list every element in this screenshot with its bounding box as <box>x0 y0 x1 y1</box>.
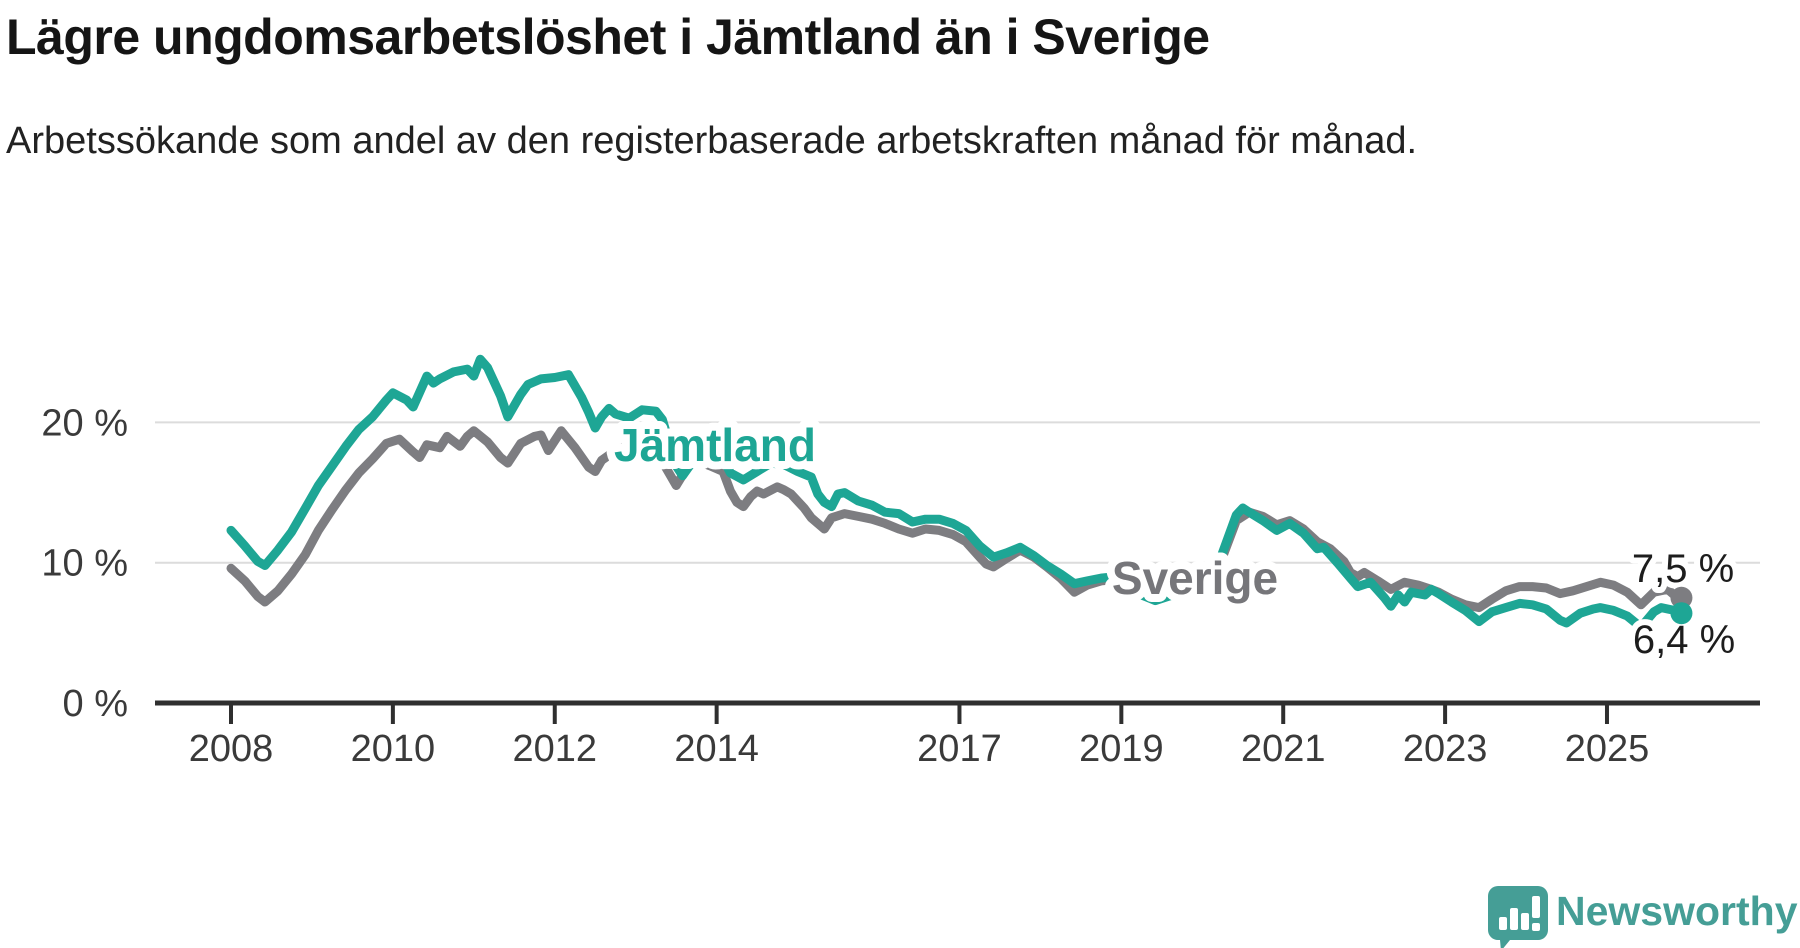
x-tick-label: 2012 <box>512 728 597 770</box>
data-lines <box>226 354 1686 632</box>
end-dot-jämtland <box>1670 602 1693 625</box>
chart-subtitle: Arbetssökande som andel av den registerb… <box>6 120 1418 162</box>
x-tick-label: 2025 <box>1565 728 1650 770</box>
y-tick-label: 20 % <box>41 402 128 444</box>
end-value-jamtland: 6,4 % <box>1633 618 1735 662</box>
x-tick-label: 2021 <box>1241 728 1326 770</box>
x-tick-label: 2023 <box>1403 728 1488 770</box>
page-title: Lägre ungdomsarbetslöshet i Jämtland än … <box>6 9 1210 65</box>
end-dot-sverige <box>1670 586 1693 609</box>
gridlines <box>155 421 1760 564</box>
end-value-sverige: 7,5 % <box>1632 547 1734 591</box>
y-tick-label: 0 % <box>63 683 128 725</box>
series-line-sverige <box>226 426 1686 613</box>
x-tick-label: 2014 <box>674 728 759 770</box>
series-label-jamtland: Jämtland <box>614 419 816 471</box>
x-tick-label: 2019 <box>1079 728 1164 770</box>
series-label-sverige: Sverige <box>1112 552 1278 604</box>
y-tick-label: 10 % <box>41 543 128 585</box>
newsworthy-brand-text: Newsworthy <box>1556 888 1798 934</box>
axes: 2008 2010 2012 2014 2017 2019 2021 2023 2025 0 % 1… <box>41 402 1760 770</box>
x-tick-label: 2017 <box>917 728 1002 770</box>
x-tick-label: 2010 <box>351 728 436 770</box>
newsworthy-logo-icon <box>1488 886 1548 948</box>
chart-annotations: Jämtland Sverige 7,5 % 6,4 % <box>606 411 1741 668</box>
end-dots <box>1670 586 1693 625</box>
series-line-jämtland <box>226 354 1686 632</box>
x-tick-label: 2008 <box>189 728 274 770</box>
